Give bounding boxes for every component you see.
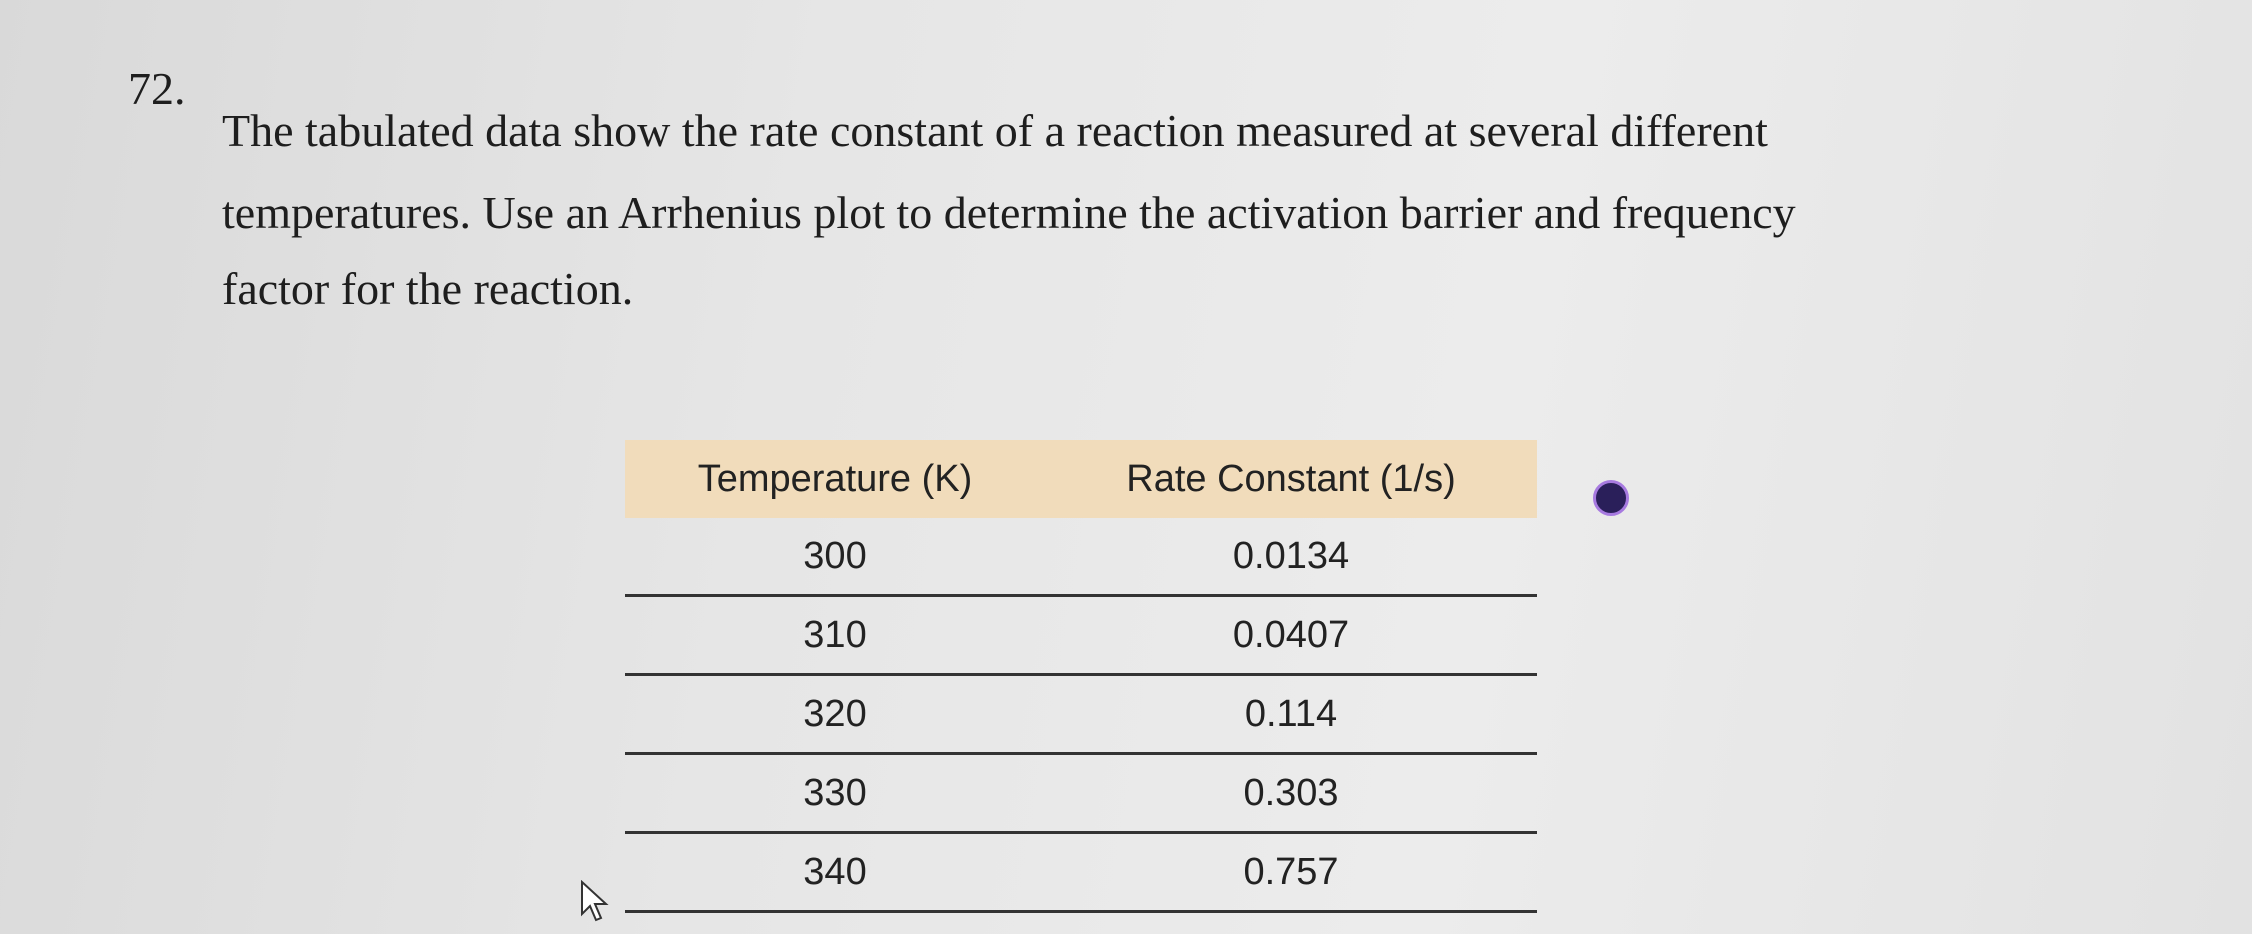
table-cell: 0.303: [1243, 771, 1339, 814]
mouse-cursor: [581, 880, 609, 922]
header-cell: Temperature (K): [697, 457, 973, 500]
table-cell: 0.757: [1243, 850, 1339, 893]
table-cell: 340: [803, 850, 867, 893]
table-cell: 0.114: [1244, 692, 1338, 735]
table-header: Temperature (K) Rate Constant (1/s): [625, 440, 1537, 518]
table-cell: 330: [803, 771, 867, 814]
table-cell: 310: [803, 613, 867, 656]
assistant-icon[interactable]: [1593, 480, 1629, 516]
data-table: Temperature (K) Rate Constant (1/s) 300 0…: [625, 440, 1537, 913]
table-cell: 300: [803, 534, 867, 577]
question-number: 72.: [128, 63, 186, 114]
question-line: factor for the reaction.: [222, 263, 634, 314]
table-row: 310 0.0407: [625, 597, 1537, 676]
question-line: The tabulated data show the rate constan…: [222, 105, 1768, 156]
table-row: 330 0.303: [625, 755, 1537, 834]
table-cell: 320: [803, 692, 867, 735]
table-cell: 0.0407: [1232, 613, 1350, 656]
table-row: 320 0.114: [625, 676, 1537, 755]
header-cell: Rate Constant (1/s): [1126, 457, 1456, 500]
table-row: 300 0.0134: [625, 518, 1537, 597]
question-line: temperatures. Use an Arrhenius plot to d…: [222, 187, 1796, 238]
table-cell: 0.0134: [1232, 534, 1350, 577]
table-row: 340 0.757: [625, 834, 1537, 913]
